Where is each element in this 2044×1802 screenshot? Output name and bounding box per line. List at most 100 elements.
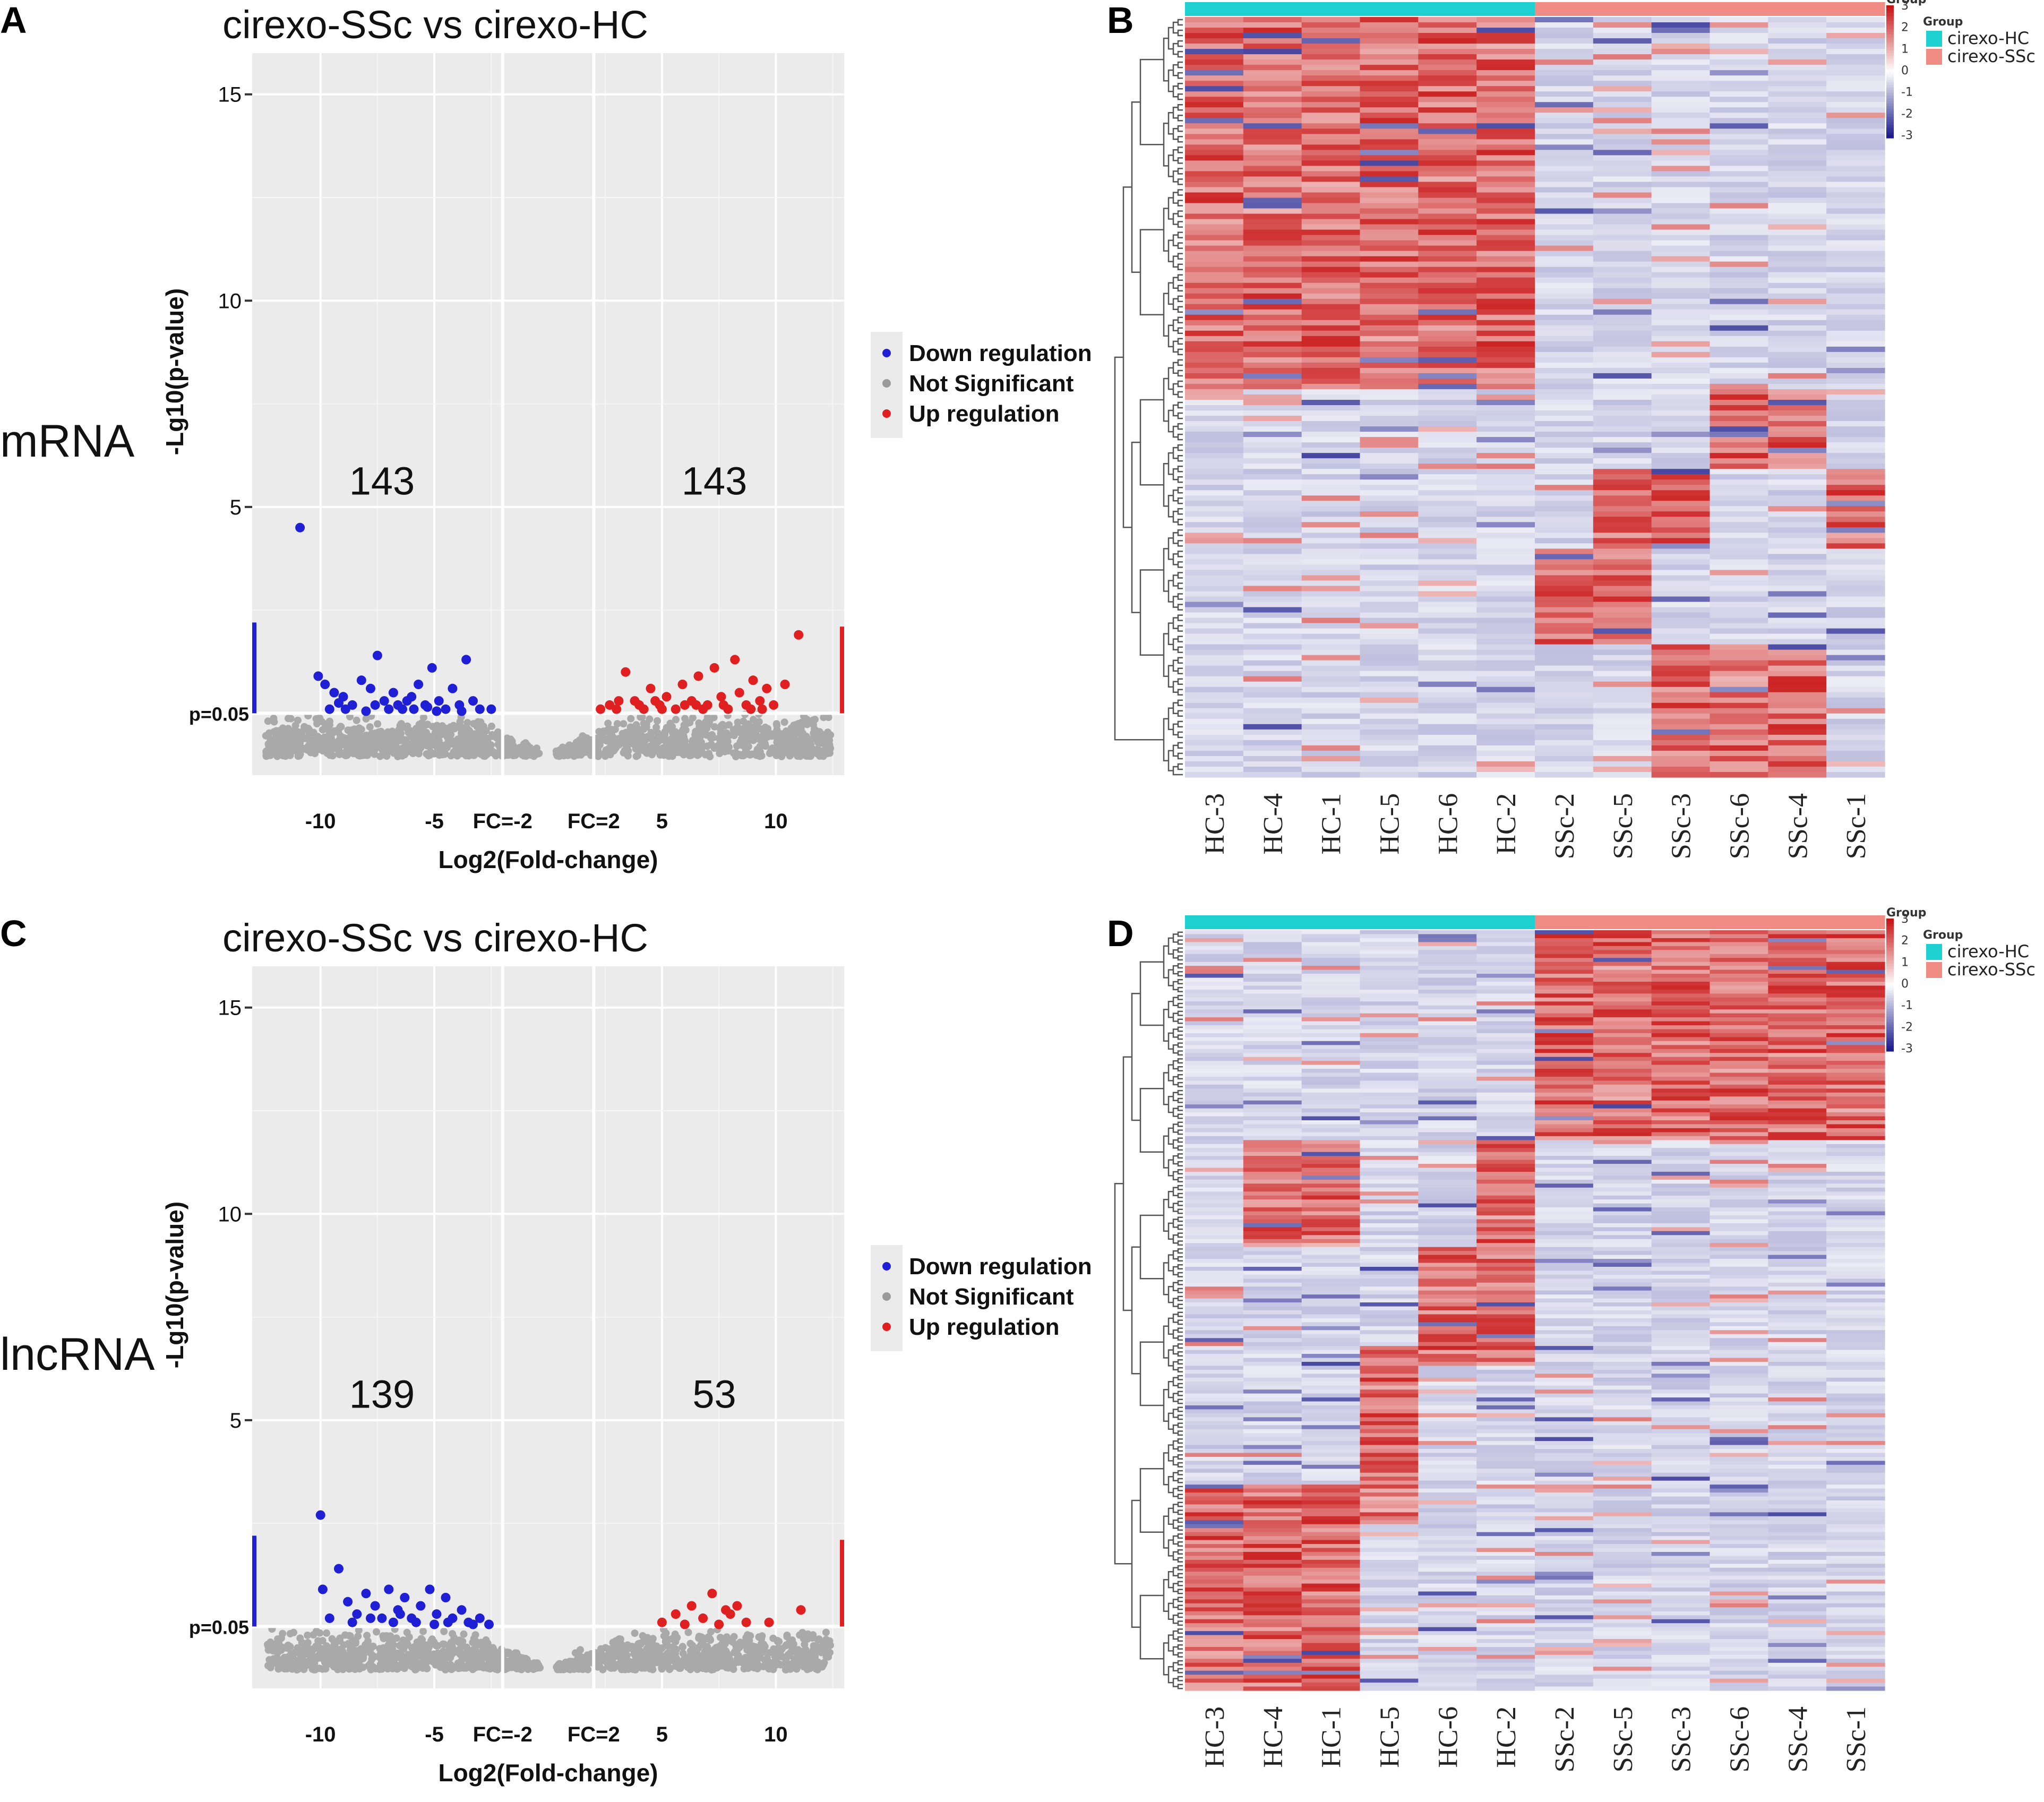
heatmap-cell bbox=[1301, 644, 1361, 650]
heatmap-cell bbox=[1418, 734, 1477, 741]
not-significant-point bbox=[820, 1659, 828, 1667]
heatmap-cell bbox=[1301, 612, 1361, 619]
heatmap-cell bbox=[1185, 75, 1244, 81]
heatmap-cell bbox=[1651, 718, 1711, 725]
heatmap-cell bbox=[1476, 501, 1535, 507]
heatmap-cell bbox=[1768, 336, 1827, 342]
heatmap-cell bbox=[1651, 304, 1711, 310]
heatmap-cell bbox=[1185, 224, 1244, 230]
heatmap-cell bbox=[1360, 171, 1419, 177]
heatmap-cell bbox=[1243, 28, 1302, 33]
heatmap-cell bbox=[1476, 655, 1535, 661]
not-significant-point bbox=[692, 1662, 700, 1670]
fc-tick-label: FC=-2 bbox=[473, 1723, 533, 1746]
heatmap-cell bbox=[1418, 448, 1477, 453]
heatmap-cell bbox=[1826, 282, 1885, 289]
heatmap-cell bbox=[1593, 373, 1652, 379]
heatmap-cell bbox=[1768, 708, 1827, 714]
heatmap-cell bbox=[1768, 293, 1827, 299]
heatmap-cell bbox=[1243, 771, 1302, 778]
heatmap-cell bbox=[1826, 107, 1885, 113]
not-significant-point bbox=[323, 1629, 330, 1637]
heatmap-cell bbox=[1185, 134, 1244, 140]
heatmap-cell bbox=[1826, 128, 1885, 134]
heatmap-cell bbox=[1185, 421, 1244, 427]
heatmap-cell bbox=[1360, 229, 1419, 236]
heatmap-cell bbox=[1768, 934, 1827, 939]
heatmap-cell bbox=[1301, 522, 1361, 528]
heatmap-cell bbox=[1185, 198, 1244, 204]
heatmap-cell bbox=[1476, 954, 1535, 958]
heatmap-cell bbox=[1243, 930, 1302, 935]
heatmap-cell bbox=[1768, 203, 1827, 209]
heatmap-cell bbox=[1651, 134, 1711, 140]
heatmap-cell bbox=[1826, 644, 1885, 650]
row-dendrogram bbox=[1114, 19, 1183, 776]
heatmap-cell bbox=[1651, 54, 1711, 60]
heatmap-cell bbox=[1476, 362, 1535, 368]
heatmap-cell bbox=[1243, 219, 1302, 225]
heatmap-cell bbox=[1360, 282, 1419, 289]
heatmap-cell bbox=[1301, 676, 1361, 682]
not-significant-point bbox=[330, 727, 338, 735]
group-bar-cell bbox=[1535, 2, 1594, 16]
not-significant-point bbox=[488, 747, 496, 755]
heatmap-cell bbox=[1593, 676, 1652, 682]
heatmap-cell bbox=[1593, 575, 1652, 581]
heatmap-cell bbox=[1360, 261, 1419, 268]
heatmap-cell bbox=[1360, 54, 1419, 60]
heatmap-cell bbox=[1185, 192, 1244, 199]
not-significant-point bbox=[778, 751, 786, 759]
heatmap-cell bbox=[1243, 554, 1302, 560]
heatmap-cell bbox=[1593, 522, 1652, 528]
heatmap-cell bbox=[1418, 950, 1477, 955]
down-point bbox=[361, 706, 371, 716]
not-significant-point bbox=[440, 1627, 448, 1635]
heatmap-cell bbox=[1710, 320, 1768, 326]
heatmap-cell bbox=[1301, 946, 1361, 950]
heatmap-cell bbox=[1360, 708, 1419, 714]
heatmap-cell bbox=[1418, 421, 1477, 427]
heatmap-cell bbox=[1826, 623, 1885, 629]
heatmap-cell bbox=[1535, 485, 1594, 491]
heatmap-cell bbox=[1476, 44, 1535, 49]
heatmap-cell bbox=[1476, 378, 1535, 384]
heatmap-cell bbox=[1710, 702, 1768, 709]
heatmap-cell bbox=[1476, 123, 1535, 129]
heatmap-cell bbox=[1593, 378, 1652, 384]
heatmap-cell bbox=[1360, 548, 1419, 555]
heatmap-cell bbox=[1185, 394, 1244, 400]
heatmap-cell bbox=[1826, 938, 1885, 942]
heatmap-cell bbox=[1243, 54, 1302, 60]
heatmap-cell bbox=[1826, 208, 1885, 214]
heatmap-cell bbox=[1535, 617, 1594, 624]
heatmap-cell bbox=[1185, 261, 1244, 268]
not-significant-point bbox=[730, 1633, 738, 1641]
heatmap-cell bbox=[1710, 564, 1768, 571]
heatmap-cell bbox=[1418, 208, 1477, 214]
heatmap-cell bbox=[1418, 954, 1477, 958]
group-bar-cell bbox=[1185, 915, 1244, 929]
heatmap-cell bbox=[1535, 22, 1594, 28]
not-significant-point bbox=[308, 1660, 315, 1668]
heatmap-cell bbox=[1651, 113, 1711, 118]
heatmap-cell bbox=[1418, 314, 1477, 321]
heatmap-cell bbox=[1360, 383, 1419, 390]
heatmap-cell bbox=[1243, 564, 1302, 571]
not-significant-point bbox=[427, 1637, 435, 1645]
not-significant-point bbox=[357, 726, 365, 733]
p-threshold-label: p=0.05 bbox=[189, 1616, 249, 1638]
heatmap-cell bbox=[1710, 950, 1768, 955]
heatmap-cell bbox=[1185, 97, 1244, 102]
heatmap-cell bbox=[1593, 639, 1652, 645]
heatmap-cell bbox=[1418, 930, 1477, 935]
heatmap-cell bbox=[1593, 155, 1652, 161]
heatmap-cell bbox=[1593, 458, 1652, 464]
not-significant-point bbox=[346, 1632, 354, 1640]
heatmap-cell bbox=[1768, 623, 1827, 629]
heatmap-cell bbox=[1651, 346, 1711, 353]
not-significant-point bbox=[803, 1651, 811, 1659]
heatmap-cell bbox=[1593, 543, 1652, 549]
not-significant-point bbox=[686, 1640, 694, 1647]
heatmap-cell bbox=[1826, 761, 1885, 767]
